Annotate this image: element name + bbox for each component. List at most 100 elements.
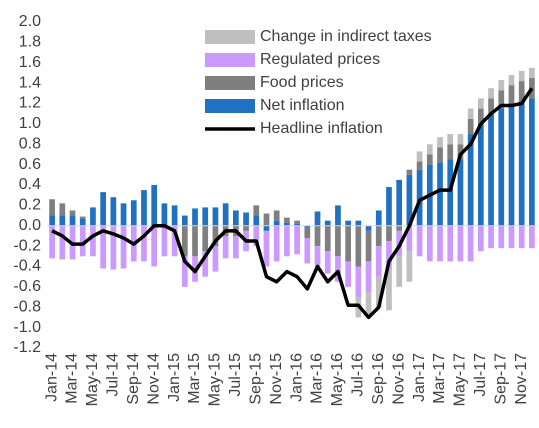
bar-segment: [212, 225, 219, 247]
bar-segment: [130, 200, 137, 226]
bar-segment: [375, 276, 382, 308]
bar-segment: [212, 207, 219, 226]
x-tick-label: Mar-17: [431, 353, 448, 404]
y-tick-label: -0.4: [13, 258, 41, 275]
bar-segment: [273, 225, 280, 262]
bar-segment: [437, 137, 443, 148]
bar-segment: [488, 98, 494, 114]
bar-segment: [467, 134, 474, 226]
bar-segment: [141, 225, 147, 262]
x-tick-label: Mar-15: [186, 353, 203, 404]
legend-label: Net inflation: [260, 97, 345, 114]
bar-segment: [477, 225, 484, 252]
y-tick-label: 1.8: [19, 34, 41, 51]
bar-segment: [59, 215, 66, 226]
bar-segment: [426, 144, 433, 155]
bar-segment: [467, 118, 474, 135]
bar-segment: [416, 161, 423, 170]
bar-segment: [222, 235, 229, 259]
bar-segment: [498, 80, 505, 91]
bar-segment: [406, 251, 413, 282]
x-tick-label: Sep-16: [370, 353, 387, 405]
bar-segment: [477, 123, 484, 226]
y-tick-label: -0.6: [13, 278, 41, 295]
bar-segment: [304, 237, 311, 264]
bar-segment: [59, 203, 66, 216]
bar-segment: [161, 203, 168, 226]
bar-segment: [49, 215, 55, 226]
bar-segment: [396, 256, 403, 287]
legend-label: Headline inflation: [260, 120, 383, 137]
x-tick-label: Nov-16: [390, 353, 407, 405]
x-tick-label: Mar-14: [64, 353, 81, 404]
bar-segment: [263, 230, 270, 267]
x-tick-label: Jul-16: [350, 353, 367, 397]
x-tick-label: Jul-14: [105, 353, 122, 397]
bar-segment: [426, 154, 433, 165]
y-tick-label: 0.4: [19, 176, 41, 193]
bar-segment: [406, 169, 413, 175]
bar-segment: [243, 225, 249, 231]
bar-segment: [324, 251, 331, 274]
y-tick-label: 0.8: [19, 135, 41, 152]
bar-segment: [406, 174, 413, 226]
bar-segment: [386, 225, 392, 242]
bar-segment: [294, 220, 300, 224]
y-tick-label: -0.8: [13, 298, 41, 315]
bar-segment: [477, 98, 484, 109]
bar-segment: [294, 225, 300, 255]
bar-segment: [365, 291, 372, 318]
bar-segment: [355, 225, 362, 267]
y-tick-label: -1.0: [13, 319, 41, 336]
bar-segment: [345, 225, 352, 262]
bar-segment: [69, 215, 76, 226]
y-tick-label: 0.6: [19, 156, 41, 173]
bar-segment: [120, 225, 127, 269]
y-tick-label: 1.2: [19, 95, 41, 112]
bar-segment: [365, 230, 372, 262]
bar-segment: [69, 210, 76, 216]
bar-segment: [202, 207, 209, 226]
bar-segment: [59, 225, 66, 260]
bar-segment: [181, 215, 188, 226]
bar-segment: [437, 162, 443, 226]
bar-segment: [202, 251, 209, 277]
bar-segment: [304, 227, 311, 238]
legend-swatch: [205, 99, 255, 113]
bar-segment: [447, 134, 454, 145]
bar-segment: [151, 225, 158, 267]
bar-segment: [253, 205, 260, 216]
bar-segment: [426, 225, 433, 262]
bar-segment: [386, 187, 392, 226]
x-tick-label: May-17: [452, 353, 469, 406]
bar-segment: [375, 246, 382, 277]
y-tick-label: 1.0: [19, 115, 41, 132]
bar-segment: [518, 225, 525, 249]
bar-segment: [498, 90, 505, 109]
bar-segment: [79, 216, 86, 219]
bar-segment: [284, 225, 290, 257]
x-tick-label: Jan-17: [411, 353, 428, 402]
x-tick-label: Sep-14: [125, 353, 142, 405]
bar-segment: [437, 147, 443, 163]
bar-segment: [498, 108, 505, 226]
bar-segment: [396, 179, 403, 226]
bar-segment: [416, 225, 423, 257]
bar-segment: [457, 159, 464, 226]
bar-segment: [79, 225, 86, 257]
bar-segment: [100, 225, 107, 269]
bar-segment: [447, 144, 454, 160]
bar-segment: [457, 225, 464, 262]
bar-segment: [253, 225, 260, 247]
x-tick-label: Nov-15: [268, 353, 285, 405]
bar-segment: [79, 218, 86, 226]
bar-segment: [416, 151, 423, 162]
x-tick-label: Sep-17: [492, 353, 509, 405]
legend-swatch: [205, 30, 255, 44]
bar-segment: [90, 225, 96, 257]
bar-segment: [49, 199, 55, 216]
bar-segment: [263, 225, 270, 231]
bar-segment: [243, 212, 249, 226]
y-tick-label: 1.6: [19, 54, 41, 71]
y-tick-label: -1.2: [13, 339, 41, 356]
